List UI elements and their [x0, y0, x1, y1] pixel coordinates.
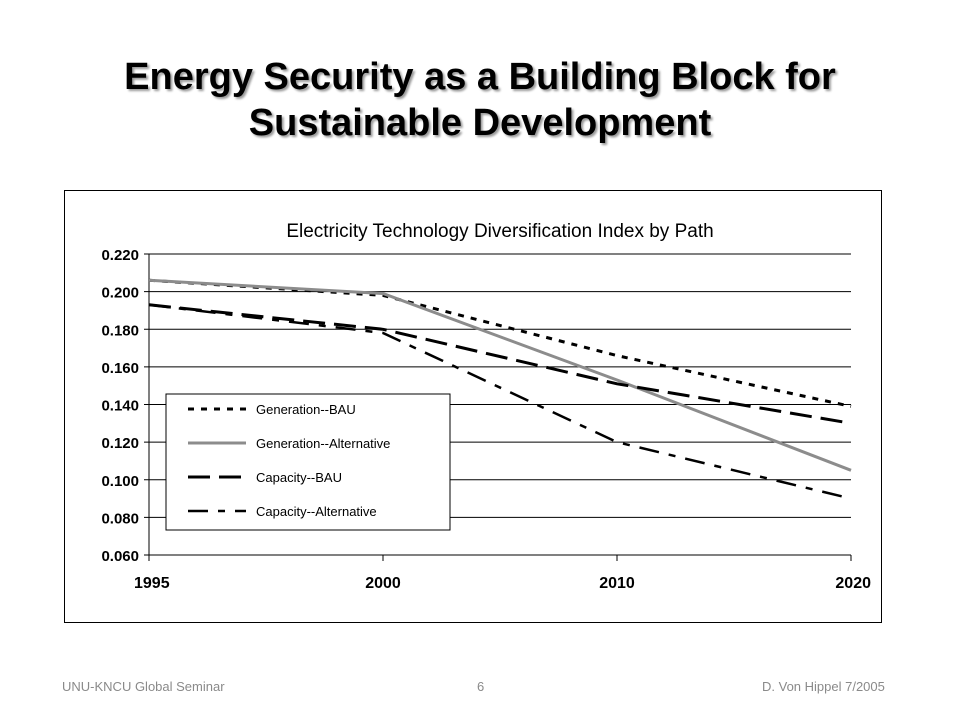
slide-title-line2: Sustainable Development: [248, 102, 712, 144]
y-tick-label: 0.160: [101, 360, 139, 377]
slide-title: Energy Security as a Building Block for …: [0, 54, 960, 146]
x-tick-label: 1995: [134, 575, 170, 592]
legend-label: Capacity--BAU: [256, 470, 342, 485]
slide-title-line1: Energy Security as a Building Block for: [124, 56, 836, 98]
series-line-4: [148, 303, 852, 500]
chart-title: Electricity Technology Diversification I…: [286, 221, 713, 242]
y-tick-label: 0.080: [101, 510, 139, 527]
y-tick-label: 0.220: [101, 247, 139, 264]
x-tick-label: 2020: [835, 575, 871, 592]
y-tick-label: 0.140: [101, 398, 139, 415]
legend-label: Generation--Alternative: [256, 436, 390, 451]
footer-page-number: 6: [477, 679, 485, 694]
y-tick-label: 0.200: [101, 285, 139, 302]
chart: Electricity Technology Diversification I…: [101, 221, 871, 592]
legend-label: Capacity--Alternative: [256, 504, 377, 519]
y-tick-label: 0.100: [101, 473, 139, 490]
footer-seminar-name: UNU-KNCU Global Seminar: [62, 679, 225, 694]
y-tick-label: 0.120: [101, 435, 139, 452]
x-tick-label: 2000: [365, 575, 401, 592]
y-tick-label: 0.060: [101, 548, 139, 565]
legend-box: [165, 393, 451, 531]
series-line-2: [148, 278, 852, 472]
footer-author-date: D. Von Hippel 7/2005: [762, 679, 885, 694]
y-tick-label: 0.180: [101, 322, 139, 339]
chart-frame: Electricity Technology Diversification I…: [64, 190, 882, 623]
legend-label: Generation--BAU: [256, 402, 356, 417]
x-tick-label: 2010: [599, 575, 635, 592]
series-line-3: [148, 303, 852, 425]
